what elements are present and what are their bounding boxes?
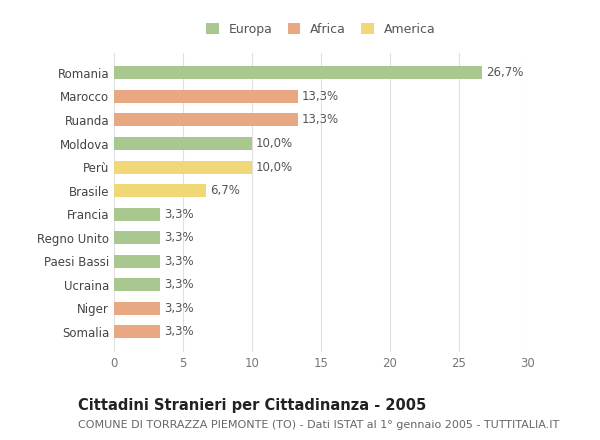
- Bar: [114, 208, 160, 220]
- Text: 6,7%: 6,7%: [211, 184, 241, 197]
- Bar: [114, 114, 298, 126]
- Bar: [114, 279, 160, 291]
- Bar: [114, 326, 160, 338]
- Bar: [114, 231, 160, 244]
- Bar: [114, 302, 160, 315]
- Text: 3,3%: 3,3%: [164, 326, 193, 338]
- Text: 13,3%: 13,3%: [302, 90, 339, 103]
- Text: 13,3%: 13,3%: [302, 114, 339, 126]
- Bar: [114, 161, 252, 173]
- Bar: [114, 255, 160, 268]
- Text: 26,7%: 26,7%: [487, 66, 524, 79]
- Bar: [114, 90, 298, 103]
- Text: 3,3%: 3,3%: [164, 302, 193, 315]
- Text: 3,3%: 3,3%: [164, 208, 193, 221]
- Text: COMUNE DI TORRAZZA PIEMONTE (TO) - Dati ISTAT al 1° gennaio 2005 - TUTTITALIA.IT: COMUNE DI TORRAZZA PIEMONTE (TO) - Dati …: [78, 420, 559, 430]
- Bar: [114, 66, 482, 79]
- Text: 3,3%: 3,3%: [164, 279, 193, 291]
- Legend: Europa, Africa, America: Europa, Africa, America: [204, 20, 438, 38]
- Text: Cittadini Stranieri per Cittadinanza - 2005: Cittadini Stranieri per Cittadinanza - 2…: [78, 398, 426, 413]
- Bar: [114, 137, 252, 150]
- Bar: [114, 184, 206, 197]
- Text: 3,3%: 3,3%: [164, 231, 193, 244]
- Text: 3,3%: 3,3%: [164, 255, 193, 268]
- Text: 10,0%: 10,0%: [256, 161, 293, 173]
- Text: 10,0%: 10,0%: [256, 137, 293, 150]
